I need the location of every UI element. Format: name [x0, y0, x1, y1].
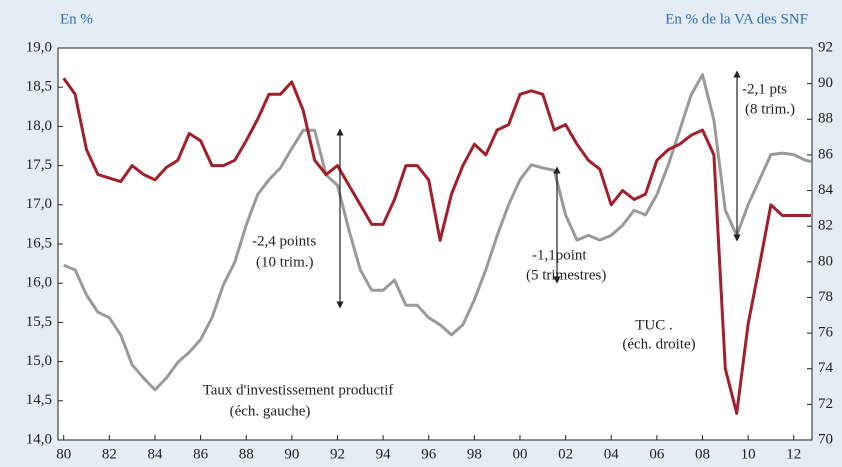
y-tick-label: 15,5: [26, 314, 52, 330]
y-tick-label: 18,0: [26, 118, 52, 134]
annotation: TUC .: [635, 317, 673, 333]
annotation: (10 trim.): [256, 254, 314, 270]
y2-tick-label: 92: [818, 39, 833, 55]
y2-tick-label: 82: [818, 218, 833, 234]
x-tick-label: 88: [239, 446, 254, 462]
x-tick-label: 04: [604, 446, 620, 462]
y2-tick-label: 88: [818, 111, 833, 127]
y2-tick-label: 74: [818, 360, 834, 376]
x-tick-label: 82: [102, 446, 117, 462]
x-tick-label: 94: [376, 446, 392, 462]
y2-tick-label: 80: [818, 253, 833, 269]
annotation: Taux d'investissement productif: [203, 382, 394, 398]
series-line: [63, 73, 812, 392]
lines: [62, 73, 812, 415]
y-axis-label: En %: [60, 11, 93, 27]
x-tick-label: 00: [512, 446, 527, 462]
x-tick-label: 90: [284, 446, 299, 462]
annotation: -2,4 points: [252, 233, 316, 249]
y-tick-label: 14,0: [26, 431, 52, 447]
series-line: [62, 77, 811, 415]
x-tick-label: 08: [695, 446, 710, 462]
y-tick-label: 18,5: [26, 79, 52, 95]
x-tick-label: 12: [786, 446, 801, 462]
annotation: (éch. droite): [622, 336, 695, 352]
x-tick-label: 80: [56, 446, 71, 462]
y2-tick-label: 78: [818, 289, 833, 305]
y-tick-label: 16,0: [26, 275, 52, 291]
x-tick-label: 86: [193, 446, 209, 462]
y-tick-label: 19,0: [26, 39, 52, 55]
y2-axis-label: En % de la VA des SNF: [665, 11, 808, 27]
y-tick-label: 17,5: [26, 157, 52, 173]
annotation: (5 trimestres): [526, 267, 606, 283]
annotation: -1,1point: [532, 247, 587, 263]
x-tick-label: 10: [741, 446, 756, 462]
y-tick-label: 15,0: [26, 353, 52, 369]
x-tick-label: 98: [467, 446, 482, 462]
y2-tick-label: 84: [818, 182, 834, 198]
plot-area: [57, 47, 813, 441]
x-tick-label: 84: [147, 446, 163, 462]
x-tick-label: 96: [421, 446, 437, 462]
y2-tick-label: 86: [818, 146, 834, 162]
annotation: (éch. gauche): [230, 403, 311, 419]
y-tick-label: 17,0: [26, 196, 52, 212]
y2-tick-label: 76: [818, 325, 834, 341]
y2-tick-label: 72: [818, 396, 833, 412]
x-tick-label: 92: [330, 446, 345, 462]
y2-tick-label: 90: [818, 75, 833, 91]
y2-tick-label: 70: [818, 431, 833, 447]
x-tick-label: 06: [649, 446, 665, 462]
y-tick-label: 16,5: [26, 235, 52, 251]
y-tick-label: 14,5: [26, 392, 52, 408]
annotation: (8 trim.): [745, 101, 795, 117]
x-tick-label: 02: [558, 446, 573, 462]
annotation: -2,1 pts: [742, 81, 787, 97]
annotations: -2,4 points (10 trim.) -1,1point (5 trim…: [203, 70, 795, 419]
